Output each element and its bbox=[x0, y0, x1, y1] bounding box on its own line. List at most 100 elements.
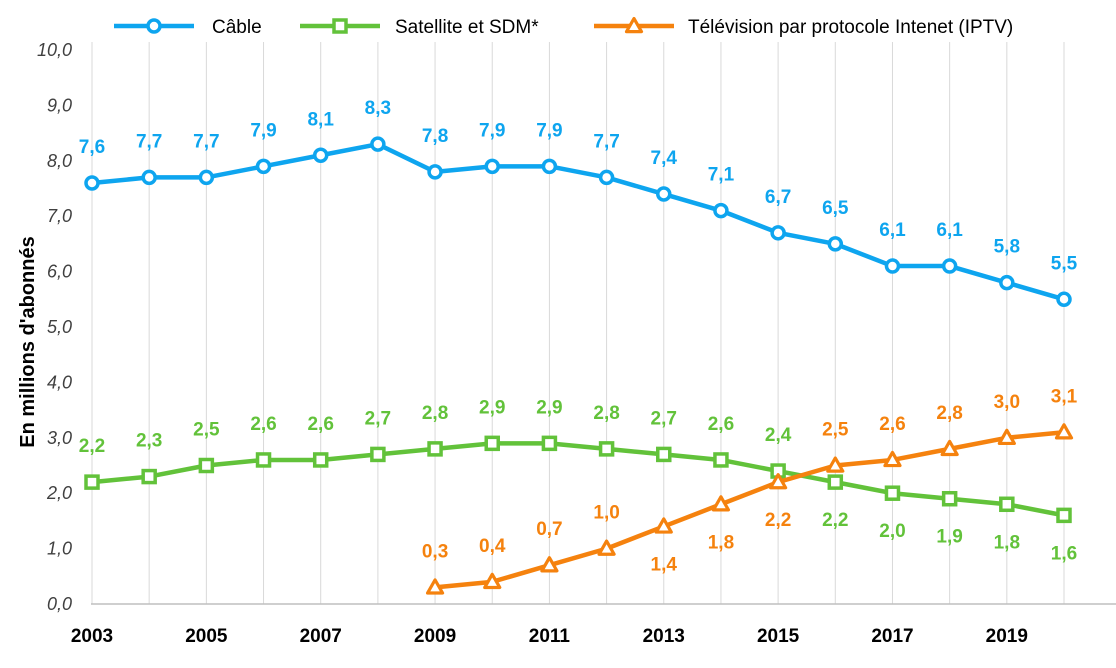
series-line bbox=[91, 441, 1065, 518]
legend-item-2: Télévision par protocole Intenet (IPTV) bbox=[594, 16, 1013, 38]
data-point bbox=[770, 225, 786, 241]
legend-label: Câble bbox=[212, 17, 262, 38]
data-label: 2,6 bbox=[708, 414, 734, 435]
data-label: 2,8 bbox=[936, 403, 962, 424]
series-line bbox=[91, 141, 1065, 302]
data-point bbox=[827, 474, 844, 490]
data-label: 2,4 bbox=[765, 425, 792, 446]
data-point bbox=[769, 473, 788, 490]
data-label: 2,5 bbox=[193, 420, 220, 441]
x-tick-label: 2017 bbox=[871, 626, 913, 647]
data-point bbox=[1056, 507, 1072, 524]
data-point bbox=[141, 169, 157, 186]
data-label: 2,9 bbox=[536, 397, 562, 418]
data-label: 7,4 bbox=[651, 148, 678, 169]
x-tick-label: 2015 bbox=[757, 626, 800, 647]
data-label: 7,9 bbox=[479, 120, 505, 141]
x-tick-label: 2009 bbox=[414, 626, 456, 647]
y-tick-label: 7,0 bbox=[47, 206, 72, 226]
data-point bbox=[540, 556, 559, 573]
legend-label: Télévision par protocole Intenet (IPTV) bbox=[688, 17, 1013, 38]
data-label: 2,3 bbox=[136, 431, 162, 452]
data-label: 2,2 bbox=[765, 510, 791, 531]
y-tick-label: 4,0 bbox=[47, 372, 72, 392]
data-label: 2,6 bbox=[250, 414, 276, 435]
vertical-gridlines bbox=[91, 42, 1065, 604]
data-point bbox=[999, 274, 1015, 291]
data-point bbox=[598, 441, 615, 457]
data-point bbox=[312, 147, 329, 164]
x-tick-label: 2011 bbox=[529, 626, 571, 647]
data-point bbox=[255, 158, 272, 175]
data-point bbox=[941, 490, 958, 507]
data-label: 8,1 bbox=[307, 109, 334, 130]
data-label: 2,8 bbox=[422, 403, 448, 424]
data-label: 0,3 bbox=[422, 541, 448, 562]
legend-label: Satellite et SDM* bbox=[395, 17, 539, 38]
data-point bbox=[997, 428, 1016, 446]
data-label: 5,5 bbox=[1051, 253, 1078, 274]
data-point bbox=[656, 186, 672, 202]
y-tick-label: 0,0 bbox=[47, 594, 72, 614]
data-label: 2,7 bbox=[365, 408, 391, 429]
x-axis: 2003 2005 2007 2009 2011 2013 2015 2017 2019 bbox=[71, 603, 1116, 647]
data-point bbox=[541, 435, 558, 452]
data-label: 1,4 bbox=[651, 554, 678, 575]
data-point bbox=[84, 175, 100, 191]
series-1: 2,2 2,3 2,5 2,6 2,6 2,7 2,8 2,9 2,9 2,8 2,7 2,6 2,4 2… bbox=[79, 397, 1077, 564]
series-line bbox=[434, 430, 1065, 590]
y-tick-label: 2,0 bbox=[46, 483, 72, 503]
data-label: 5,8 bbox=[994, 237, 1020, 258]
data-point bbox=[884, 485, 901, 501]
y-tick-label: 9,0 bbox=[47, 95, 72, 115]
series-group: 7,6 7,7 7,7 7,9 8,1 8,3 7,8 7,9 7,9 7,7 7,4 7,1 6,7 6… bbox=[79, 98, 1078, 595]
legend-item-0: Câble bbox=[114, 17, 262, 38]
data-label: 2,0 bbox=[879, 521, 905, 542]
data-point bbox=[484, 435, 500, 452]
x-tick-label: 2005 bbox=[185, 626, 228, 647]
data-label: 2,7 bbox=[651, 408, 677, 429]
data-label: 3,1 bbox=[1051, 386, 1078, 407]
data-point bbox=[711, 495, 731, 512]
data-label: 2,8 bbox=[593, 403, 619, 424]
data-label: 7,9 bbox=[250, 120, 276, 141]
legend-swatch-marker bbox=[146, 18, 162, 34]
data-label: 1,8 bbox=[994, 532, 1020, 553]
data-point bbox=[597, 539, 616, 556]
x-tick-label: 2007 bbox=[300, 626, 342, 647]
data-point bbox=[826, 456, 845, 473]
data-point bbox=[598, 169, 615, 186]
y-axis-ticks: 0,0 1,0 2,0 3,0 4,0 5,0 6,0 7,0 8,0 9,0 10,0 bbox=[37, 40, 72, 614]
data-point bbox=[713, 202, 729, 219]
data-label: 6,1 bbox=[879, 220, 906, 241]
data-point bbox=[827, 236, 844, 252]
data-label: 8,3 bbox=[365, 98, 391, 119]
data-label: 7,7 bbox=[136, 131, 162, 152]
data-point bbox=[541, 158, 558, 175]
data-point bbox=[484, 158, 500, 175]
y-tick-label: 6,0 bbox=[47, 262, 72, 282]
data-label: 1,9 bbox=[936, 527, 962, 548]
y-axis-label: En millions d'abonnés bbox=[17, 236, 39, 447]
data-point bbox=[312, 452, 329, 468]
data-point bbox=[370, 446, 386, 463]
data-point bbox=[427, 164, 443, 180]
data-label: 0,4 bbox=[479, 536, 506, 557]
x-tick-label: 2013 bbox=[643, 626, 685, 647]
data-label: 2,5 bbox=[822, 420, 849, 441]
data-point bbox=[940, 439, 959, 457]
data-point bbox=[427, 441, 443, 457]
y-tick-label: 1,0 bbox=[47, 539, 72, 559]
data-label: 7,7 bbox=[593, 131, 619, 152]
data-label: 2,2 bbox=[79, 436, 105, 457]
data-label: 7,7 bbox=[193, 131, 219, 152]
data-point bbox=[1054, 423, 1074, 440]
legend-item-1: Satellite et SDM* bbox=[300, 17, 539, 38]
data-point bbox=[884, 258, 901, 274]
data-label: 2,9 bbox=[479, 397, 505, 418]
x-tick-label: 2019 bbox=[986, 626, 1028, 647]
series-2: 0,3 0,4 0,7 1,0 1,4 1,8 2,2 2,5 2,6 2,8 3,0 3,1 bbox=[422, 386, 1078, 595]
series-0: 7,6 7,7 7,7 7,9 8,1 8,3 7,8 7,9 7,9 7,7 7,4 7,1 6,7 6… bbox=[79, 98, 1078, 308]
data-point bbox=[84, 474, 100, 490]
data-label: 3,0 bbox=[994, 392, 1020, 413]
